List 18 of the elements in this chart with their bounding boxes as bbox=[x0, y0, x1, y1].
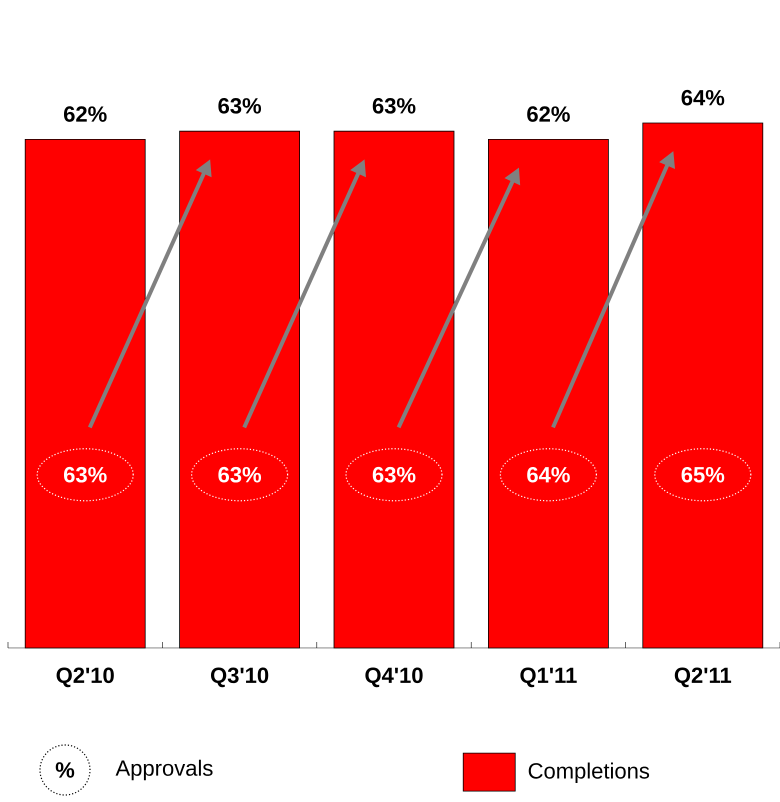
text: % bbox=[56, 762, 74, 778]
x-tick-label: Q2'10 bbox=[56, 668, 114, 688]
x-tick-label: Q1'11 bbox=[520, 668, 577, 688]
annotation: 63% bbox=[372, 466, 416, 483]
x-tick-label: Q2'11 bbox=[674, 668, 732, 688]
data-label: 63% bbox=[372, 98, 416, 114]
legend-label: Completions bbox=[528, 762, 650, 784]
data-label: 62% bbox=[527, 106, 570, 122]
annotation: 63% bbox=[64, 466, 107, 483]
data-label: 64% bbox=[682, 90, 724, 106]
annotation: 63% bbox=[218, 466, 262, 483]
x-tick-label: Q4'10 bbox=[365, 668, 423, 688]
data-label: 63% bbox=[218, 98, 262, 114]
x-tick-label: Q3'10 bbox=[210, 668, 268, 688]
annotation: 65% bbox=[682, 466, 724, 483]
data-label: 62% bbox=[64, 106, 107, 122]
annotation: 64% bbox=[527, 466, 570, 483]
text: Approvals bbox=[116, 760, 213, 780]
